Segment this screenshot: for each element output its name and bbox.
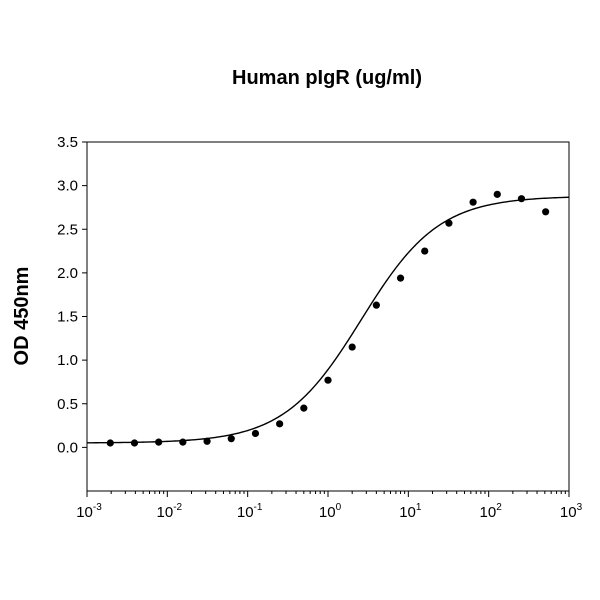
fit-curve-layer <box>86 196 570 444</box>
x-tick-exponent: -2 <box>173 502 182 513</box>
x-tick-label: 10-2 <box>157 502 183 521</box>
data-point <box>396 274 405 282</box>
y-tick-label: 0.0 <box>57 439 78 456</box>
x-tick-label: 101 <box>399 502 422 521</box>
x-tick-base: 10 <box>560 504 577 521</box>
data-point <box>372 301 380 309</box>
chart-title: Human pIgR (ug/ml) <box>232 67 422 89</box>
x-tick-exponent: -3 <box>93 502 102 513</box>
x-tick-label: 10-3 <box>76 502 102 521</box>
x-tick-base: 10 <box>237 504 254 521</box>
data-point <box>106 439 114 447</box>
data-point <box>517 195 526 203</box>
data-point <box>421 247 429 255</box>
x-tick-base: 10 <box>76 504 93 521</box>
y-tick-label: 3.5 <box>57 134 78 151</box>
data-point <box>130 439 139 447</box>
axis-ticks: 0.00.51.01.52.02.53.03.510-3 10-2 10-1 100 1… <box>57 134 582 521</box>
y-tick-label: 0.5 <box>57 396 78 413</box>
x-tick-base: 10 <box>480 504 497 521</box>
x-tick-label: 100 <box>319 502 342 521</box>
x-tick-exponent: 0 <box>336 502 342 513</box>
x-tick-base: 10 <box>319 504 336 521</box>
data-point <box>203 437 211 445</box>
y-axis-label: OD 450nm <box>11 267 33 366</box>
x-tick-exponent: -1 <box>254 502 263 513</box>
data-point <box>179 438 187 446</box>
x-tick-base: 10 <box>157 504 174 521</box>
y-tick-label: 1.0 <box>57 352 78 369</box>
y-tick-label: 2.0 <box>57 265 78 282</box>
data-point <box>348 343 356 351</box>
data-points <box>106 190 550 447</box>
data-point <box>300 404 308 412</box>
data-point <box>227 435 235 443</box>
data-point <box>445 219 453 227</box>
data-point <box>469 198 477 206</box>
data-point <box>155 438 163 446</box>
x-tick-exponent: 3 <box>577 502 583 513</box>
data-point <box>542 208 550 216</box>
x-tick-exponent: 1 <box>416 502 422 513</box>
x-tick-exponent: 2 <box>496 502 502 513</box>
y-tick-label: 3.0 <box>57 178 78 195</box>
data-point <box>493 190 501 198</box>
data-point <box>276 420 284 428</box>
data-point <box>324 376 332 384</box>
x-tick-base: 10 <box>399 504 416 521</box>
fit-curve <box>86 196 570 444</box>
data-point <box>251 429 260 438</box>
x-tick-label: 102 <box>480 502 503 521</box>
y-tick-label: 1.5 <box>57 309 78 326</box>
x-tick-label: 10-1 <box>237 502 263 521</box>
y-tick-label: 2.5 <box>57 221 78 238</box>
x-tick-label: 103 <box>560 502 583 521</box>
